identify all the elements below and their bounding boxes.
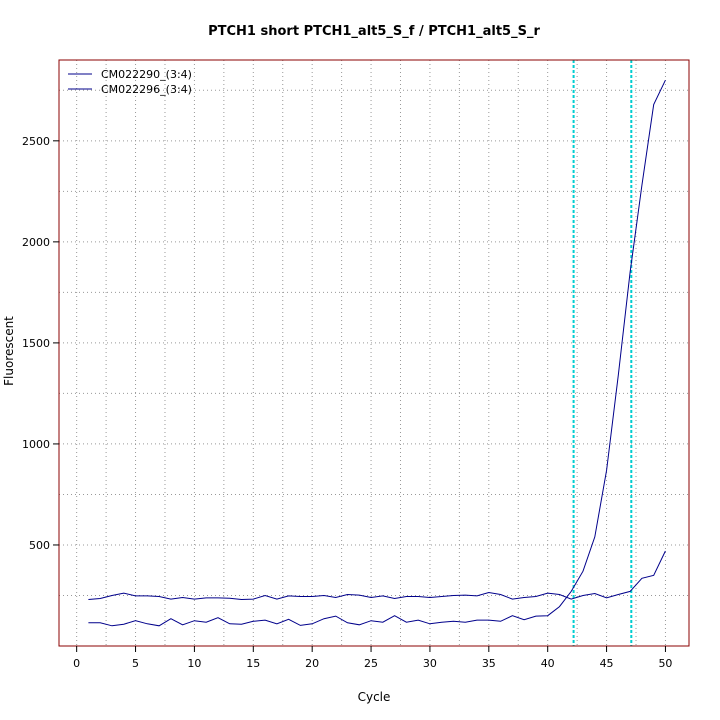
x-tick-label: 45 — [600, 657, 614, 670]
series-line — [88, 79, 666, 627]
x-tick-label: 30 — [423, 657, 437, 670]
x-tick-label: 10 — [187, 657, 201, 670]
y-axis: 500 1000 1500 2000 2500 — [22, 135, 59, 552]
x-tick-label: 50 — [658, 657, 672, 670]
legend: CM022290_(3:4) CM022296_(3:4) — [68, 68, 192, 96]
x-axis: 0 5 10 15 20 25 30 35 40 45 50 — [73, 646, 672, 670]
x-tick-label: 25 — [364, 657, 378, 670]
y-tick-label: 1000 — [22, 438, 50, 451]
threshold-lines — [572, 60, 633, 646]
chart-title: PTCH1 short PTCH1_alt5_S_f / PTCH1_alt5_… — [208, 24, 540, 39]
grid-lines — [59, 60, 689, 646]
series-line — [88, 550, 666, 601]
x-tick-label: 35 — [482, 657, 496, 670]
legend-label: CM022296_(3:4) — [101, 83, 192, 96]
x-tick-label: 20 — [305, 657, 319, 670]
y-tick-label: 1500 — [22, 337, 50, 350]
y-axis-label: Fluorescent — [2, 316, 16, 386]
plot-frame — [58, 59, 690, 647]
x-axis-label: Cycle — [358, 690, 391, 704]
series-lines — [88, 79, 666, 627]
x-tick-label: 40 — [541, 657, 555, 670]
x-tick-label: 15 — [246, 657, 260, 670]
x-tick-label: 5 — [132, 657, 139, 670]
y-tick-label: 500 — [29, 539, 50, 552]
y-tick-label: 2500 — [22, 135, 50, 148]
legend-label: CM022290_(3:4) — [101, 68, 192, 81]
x-tick-label: 0 — [73, 657, 80, 670]
y-tick-label: 2000 — [22, 236, 50, 249]
